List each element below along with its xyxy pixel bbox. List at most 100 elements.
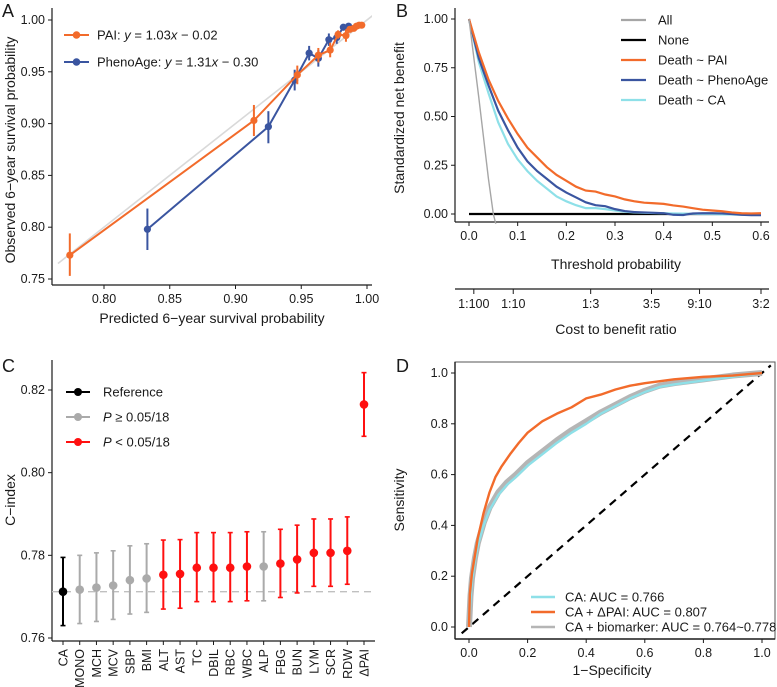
legend-label: Death ~ PAI — [658, 53, 728, 68]
legend-key-point — [74, 413, 82, 421]
secondary-tick-label: 1:3 — [582, 297, 599, 311]
roc-curve — [467, 371, 763, 628]
x-tick-label: 0.2 — [519, 646, 536, 660]
y-tick-label: 0.82 — [21, 383, 45, 397]
x-tick-label: 0.95 — [289, 292, 313, 306]
series-line — [467, 18, 761, 216]
calibration-plot: 0.75 0.80 0.85 0.90 0.95 1.00 0.80 0.85 0.90 0.95… — [2, 8, 379, 326]
data-point — [342, 546, 352, 556]
y-tick-label: 0.78 — [21, 548, 45, 562]
x-tick-label: MONO — [73, 649, 87, 687]
x-tick-label: SBP — [123, 649, 137, 674]
data-point — [225, 563, 235, 573]
x-axis-label: 1−Specificity — [573, 662, 652, 678]
data-point — [66, 251, 74, 259]
data-point — [143, 225, 151, 233]
x-tick-label: 0.3 — [606, 229, 623, 243]
x-tick-label: ALT — [157, 649, 171, 671]
data-point — [75, 585, 85, 594]
data-point — [159, 570, 168, 580]
data-point — [326, 46, 334, 54]
y-axis-label: C−index — [2, 474, 18, 526]
data-point — [250, 116, 258, 125]
x-tick-label: MCV — [107, 648, 121, 676]
secondary-axis-label: Cost to benefit ratio — [555, 321, 677, 337]
y-tick-label: 0.90 — [21, 117, 45, 131]
data-point — [305, 49, 313, 57]
x-tick-label: CA — [57, 648, 71, 666]
data-point — [358, 21, 366, 29]
legend-key-point — [72, 58, 81, 66]
data-point — [192, 563, 202, 573]
data-point — [142, 574, 151, 583]
data-point — [264, 123, 272, 131]
roc-plot: 0.0 0.2 0.4 0.6 0.8 1.0 0.0 0.2 0.4 0.6 0.8 1.0 1−Sp… — [391, 361, 776, 678]
data-point — [342, 31, 350, 40]
y-tick-label: 0.00 — [424, 207, 448, 221]
data-point — [242, 562, 252, 571]
y-axis-label: Observed 6−year survival probability — [2, 37, 18, 264]
x-tick-label: ΔPAI — [358, 649, 372, 677]
secondary-tick-label: 3:2 — [752, 297, 769, 311]
x-tick-label: 0.6 — [636, 646, 653, 660]
y-axis-label: Standardized net benefit — [391, 42, 407, 194]
data-point — [125, 575, 135, 585]
legend-label: PhenoAge: y = 1.31x − 0.30 — [97, 55, 258, 70]
y-tick-label: 0.6 — [431, 468, 448, 482]
series-line — [467, 18, 761, 217]
x-tick-label: BMI — [140, 649, 154, 671]
x-tick-label: 0.2 — [558, 229, 575, 243]
y-tick-label: 0.95 — [21, 65, 45, 79]
x-tick-label: 0.8 — [695, 646, 712, 660]
secondary-tick-label: 9:10 — [687, 297, 711, 311]
x-tick-label: FBG — [274, 649, 288, 675]
y-tick-label: 0.2 — [431, 569, 448, 583]
legend-label: All — [658, 13, 673, 28]
legend-key-point — [74, 438, 82, 446]
data-point — [309, 548, 319, 558]
x-axis-label: Predicted 6−year survival probability — [99, 310, 324, 326]
secondary-tick-label: 1:100 — [458, 297, 489, 311]
y-tick-label: 0.85 — [21, 168, 45, 182]
x-axis-label: Threshold probability — [551, 256, 681, 272]
data-point — [108, 581, 118, 590]
data-point — [314, 51, 322, 59]
legend-key-point — [74, 388, 82, 396]
legend-label: P ≥ 0.05/18 — [103, 410, 169, 425]
series-line — [467, 18, 762, 215]
data-point — [259, 562, 268, 571]
y-tick-label: 0.4 — [431, 518, 448, 532]
x-tick-label: 0.80 — [92, 292, 116, 306]
legend-label: None — [658, 33, 689, 48]
x-tick-label: LYM — [307, 649, 321, 674]
x-tick-label: 0.90 — [223, 292, 247, 306]
x-tick-label: WBC — [240, 649, 254, 678]
panel-label-a: A — [2, 1, 14, 21]
legend-label: PAI: y = 1.03x − 0.02 — [97, 28, 218, 43]
data-point — [293, 71, 301, 79]
x-tick-label: 0.85 — [158, 292, 182, 306]
data-point — [276, 559, 285, 568]
x-tick-label: RDW — [341, 649, 355, 679]
y-tick-label: 0.80 — [21, 466, 45, 480]
legend-label: CA + ΔPAI: AUC = 0.807 — [565, 605, 707, 620]
legend-label: CA: AUC = 0.766 — [565, 590, 664, 605]
x-tick-label: 1.00 — [355, 292, 379, 306]
x-tick-label: SCR — [324, 649, 338, 675]
y-tick-label: 0.25 — [424, 158, 448, 172]
panel-label-d: D — [396, 356, 409, 376]
secondary-tick-label: 3:5 — [643, 297, 660, 311]
legend-label: Death ~ CA — [658, 93, 726, 108]
x-tick-label: BUN — [291, 649, 305, 675]
y-tick-label: 0.76 — [21, 631, 45, 645]
legend-label: P < 0.05/18 — [103, 435, 170, 450]
panel-label-c: C — [2, 356, 15, 376]
x-tick-label: 0.1 — [509, 229, 526, 243]
x-tick-label: AST — [174, 649, 188, 674]
data-point — [175, 569, 185, 579]
x-tick-label: 0.5 — [704, 229, 721, 243]
panel-label-b: B — [396, 1, 408, 21]
y-tick-label: 0.8 — [431, 417, 448, 431]
data-point — [359, 400, 369, 409]
